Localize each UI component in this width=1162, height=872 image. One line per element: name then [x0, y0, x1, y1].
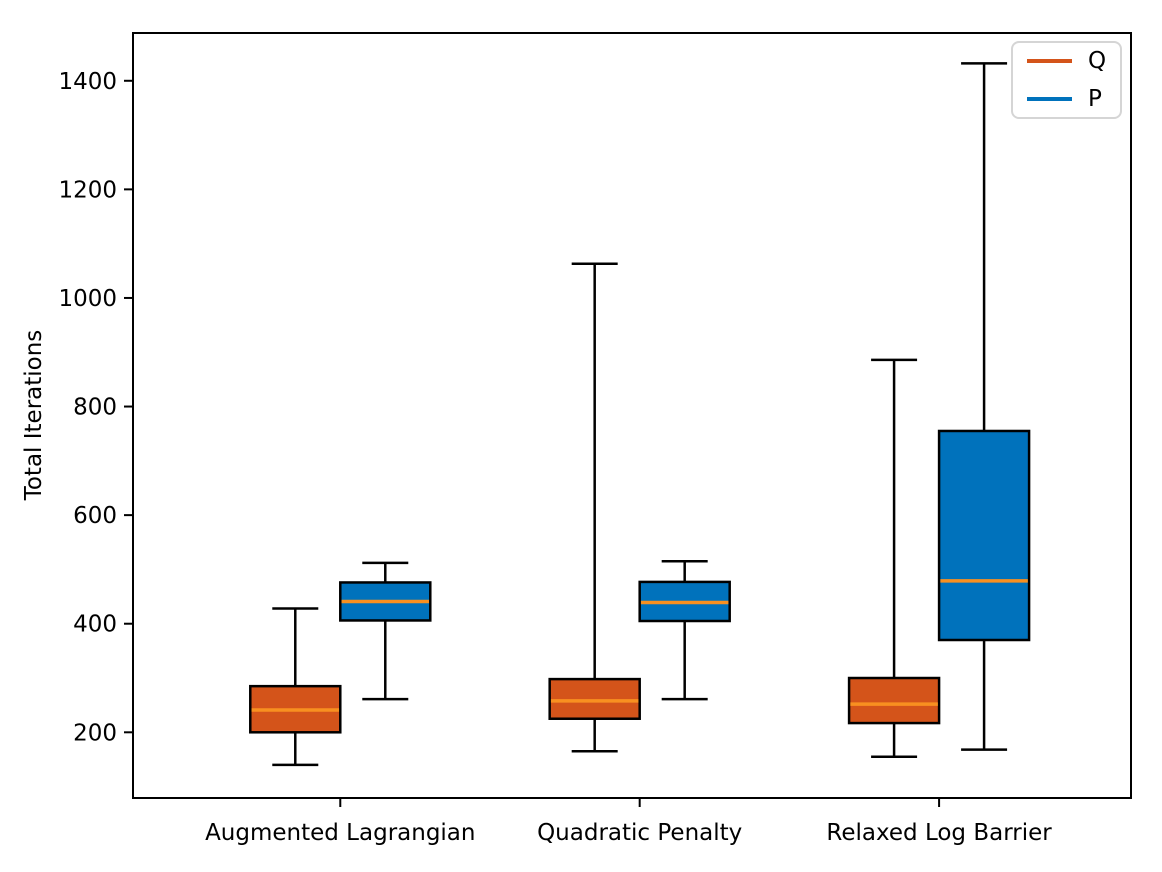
y-axis-title: Total Iterations	[21, 330, 47, 502]
x-tick-label: Augmented Lagrangian	[205, 820, 475, 846]
box-p-2	[937, 429, 1031, 642]
x-tick-label: Quadratic Penalty	[537, 820, 742, 846]
plot-area	[133, 33, 1131, 798]
y-tick-label: 1200	[58, 177, 117, 203]
legend-entry-q: Q	[1027, 47, 1107, 74]
box-q-2	[847, 676, 941, 725]
legend: Q P	[1011, 41, 1122, 119]
plot-frame	[132, 32, 1132, 799]
x-tick-label: Relaxed Log Barrier	[826, 820, 1052, 846]
legend-q-label: Q	[1088, 47, 1107, 74]
legend-entry-p: P	[1027, 85, 1106, 112]
y-tick-label: 200	[73, 720, 117, 746]
y-tick-label: 400	[73, 612, 117, 638]
y-tick-label: 1000	[58, 286, 117, 312]
legend-q-line-icon	[1027, 59, 1072, 63]
y-tick-label: 600	[73, 503, 117, 529]
legend-p-line-icon	[1027, 97, 1072, 101]
y-tick-label: 800	[73, 395, 117, 421]
legend-p-label: P	[1088, 85, 1102, 112]
y-tick-label: 1400	[58, 69, 117, 95]
box-q-1	[548, 677, 641, 720]
